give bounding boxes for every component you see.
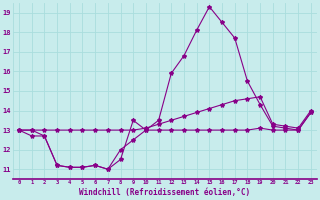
X-axis label: Windchill (Refroidissement éolien,°C): Windchill (Refroidissement éolien,°C) [79, 188, 251, 197]
